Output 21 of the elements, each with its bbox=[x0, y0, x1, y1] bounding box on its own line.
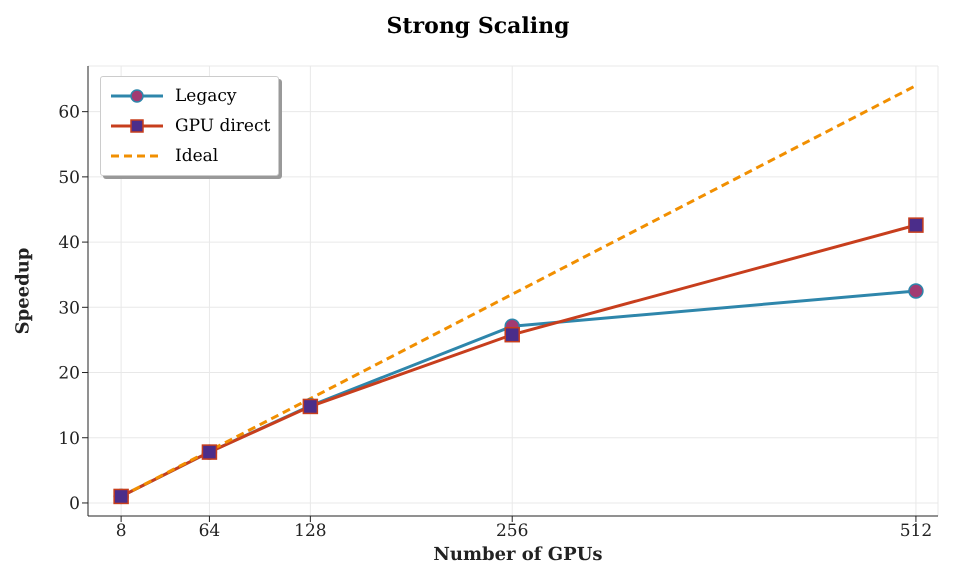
y-tick-label: 0 bbox=[69, 494, 80, 514]
point bbox=[908, 283, 924, 299]
legend-label: Ideal bbox=[175, 146, 218, 166]
x-tick-label: 128 bbox=[294, 521, 327, 542]
y-tick-label: 30 bbox=[58, 298, 80, 318]
point bbox=[908, 217, 924, 233]
y-tick-label: 20 bbox=[58, 364, 80, 384]
x-tick-label: 256 bbox=[496, 521, 528, 542]
chart-title: Strong Scaling bbox=[386, 12, 570, 41]
legend-label: GPU direct bbox=[175, 116, 270, 136]
y-axis-title: Speedup bbox=[12, 248, 34, 334]
x-tick-label: 64 bbox=[198, 521, 220, 542]
x-tick-label: 8 bbox=[116, 521, 127, 542]
x-axis-title: Number of GPUs bbox=[432, 544, 604, 565]
point bbox=[504, 326, 520, 342]
legend-label: Legacy bbox=[175, 86, 236, 106]
x-tick-label: 512 bbox=[900, 521, 932, 542]
y-tick-label: 40 bbox=[58, 233, 80, 254]
y-tick-label: 10 bbox=[58, 428, 80, 449]
y-tick-label: 50 bbox=[58, 168, 80, 188]
y-tick-label: 60 bbox=[58, 102, 80, 123]
